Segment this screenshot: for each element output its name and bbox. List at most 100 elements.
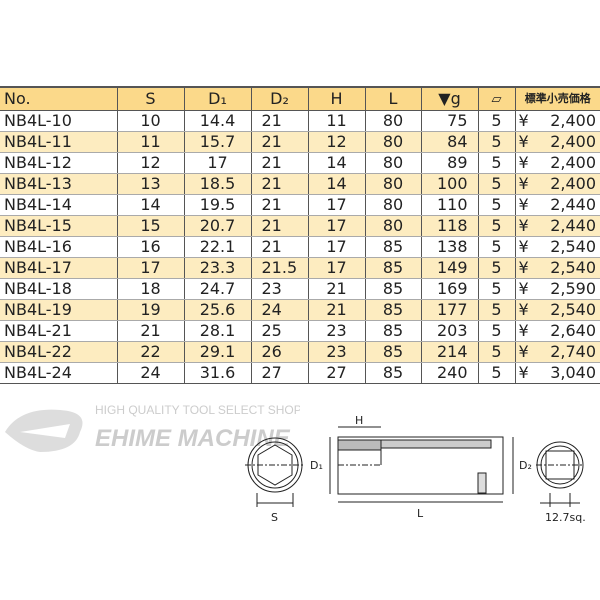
cell: 16: [116, 236, 184, 258]
col-d2: D₂: [250, 86, 308, 111]
cell: NB4L-22: [0, 341, 117, 363]
cell: 24: [250, 299, 308, 321]
cell: 21: [116, 320, 184, 342]
cell: 5: [477, 236, 515, 258]
cell: 14.4: [183, 110, 251, 132]
cell: 138: [420, 236, 478, 258]
cell: 29.1: [183, 341, 251, 363]
cell: 5: [477, 173, 515, 195]
cell: 23: [250, 278, 308, 300]
cell: 17: [116, 257, 184, 279]
cell: 21.5: [250, 257, 308, 279]
table-row: NB4L-21 21 28.1 25 23 85 203 5 ¥2,640: [0, 320, 600, 342]
cell: 5: [477, 341, 515, 363]
price-cell: ¥2,440: [514, 215, 600, 237]
cell: NB4L-14: [0, 194, 117, 216]
cell: 85: [364, 341, 421, 363]
yen-sign: ¥: [518, 363, 529, 382]
cell: 21: [307, 278, 365, 300]
price-value: 2,400: [550, 153, 596, 172]
yen-sign: ¥: [518, 153, 529, 172]
yen-sign: ¥: [518, 195, 529, 214]
cell: 28.1: [183, 320, 251, 342]
cell: NB4L-18: [0, 278, 117, 300]
package-icon: ▱: [491, 92, 502, 107]
table-row: NB4L-15 15 20.7 21 17 80 118 5 ¥2,440: [0, 215, 600, 237]
price-cell: ¥2,540: [514, 236, 600, 258]
table-row: NB4L-24 24 31.6 27 27 85 240 5 ¥3,040: [0, 362, 600, 384]
price-cell: ¥2,540: [514, 299, 600, 321]
price-value: 2,400: [550, 111, 596, 130]
cell: 11: [116, 131, 184, 153]
col-h: H: [307, 86, 365, 111]
price-cell: ¥3,040: [514, 362, 600, 384]
col-price: 標準小売価格: [514, 86, 600, 111]
col-no: No.: [0, 86, 117, 111]
price-value: 2,400: [550, 132, 596, 151]
cell: 85: [364, 257, 421, 279]
cell: 85: [364, 236, 421, 258]
price-cell: ¥2,400: [514, 152, 600, 174]
cell: 23: [307, 320, 365, 342]
cell: 14: [116, 194, 184, 216]
cell: 21: [250, 173, 308, 195]
table-row: NB4L-17 17 23.3 21.5 17 85 149 5 ¥2,540: [0, 257, 600, 279]
cell: NB4L-19: [0, 299, 117, 321]
col-s: S: [116, 86, 184, 111]
cell: 24: [116, 362, 184, 384]
cell: 5: [477, 299, 515, 321]
cell: 5: [477, 362, 515, 384]
cell: 23.3: [183, 257, 251, 279]
cell: 18.5: [183, 173, 251, 195]
cell: 214: [420, 341, 478, 363]
cell: 100: [420, 173, 478, 195]
cell: 80: [364, 194, 421, 216]
col-d1: D₁: [183, 86, 251, 111]
cell: 17: [183, 152, 251, 174]
cell: 24.7: [183, 278, 251, 300]
cell: 240: [420, 362, 478, 384]
cell: NB4L-17: [0, 257, 117, 279]
cell: 22: [116, 341, 184, 363]
cell: 12: [116, 152, 184, 174]
yen-sign: ¥: [518, 216, 529, 235]
cell: 31.6: [183, 362, 251, 384]
cell: 12: [307, 131, 365, 153]
ehime-logo-icon: HIGH QUALITY TOOL SELECT SHOP EHIME MACH…: [5, 403, 302, 452]
cell: 27: [250, 362, 308, 384]
table-row: NB4L-14 14 19.5 21 17 80 110 5 ¥2,440: [0, 194, 600, 216]
cell: 11: [307, 110, 365, 132]
yen-sign: ¥: [518, 174, 529, 193]
price-cell: ¥2,400: [514, 110, 600, 132]
table-row: NB4L-16 16 22.1 21 17 85 138 5 ¥2,540: [0, 236, 600, 258]
label-square-drive: 12.7sq.: [545, 511, 586, 524]
square-end-view: [536, 441, 584, 507]
cell: 17: [307, 215, 365, 237]
table-row: NB4L-22 22 29.1 26 23 85 214 5 ¥2,740: [0, 341, 600, 363]
price-value: 2,540: [550, 258, 596, 277]
cell: 169: [420, 278, 478, 300]
cell: 14: [307, 152, 365, 174]
cell: 89: [420, 152, 478, 174]
cell: 5: [477, 194, 515, 216]
cell: 85: [364, 320, 421, 342]
cell: 25: [250, 320, 308, 342]
cell: 17: [307, 257, 365, 279]
cell: 203: [420, 320, 478, 342]
cell: 13: [116, 173, 184, 195]
col-weight: ▼g: [420, 86, 478, 111]
cell: 110: [420, 194, 478, 216]
cell: 20.7: [183, 215, 251, 237]
table-row: NB4L-12 12 17 21 14 80 89 5 ¥2,400: [0, 152, 600, 174]
side-view: [329, 426, 514, 503]
label-s: S: [271, 511, 278, 524]
cell: 149: [420, 257, 478, 279]
cell: 80: [364, 173, 421, 195]
col-l: L: [364, 86, 421, 111]
cell: 23: [307, 341, 365, 363]
cell: 15: [116, 215, 184, 237]
cell: 21: [250, 152, 308, 174]
price-value: 2,740: [550, 342, 596, 361]
table-row: NB4L-10 10 14.4 21 11 80 75 5 ¥2,400: [0, 110, 600, 132]
price-value: 2,640: [550, 321, 596, 340]
